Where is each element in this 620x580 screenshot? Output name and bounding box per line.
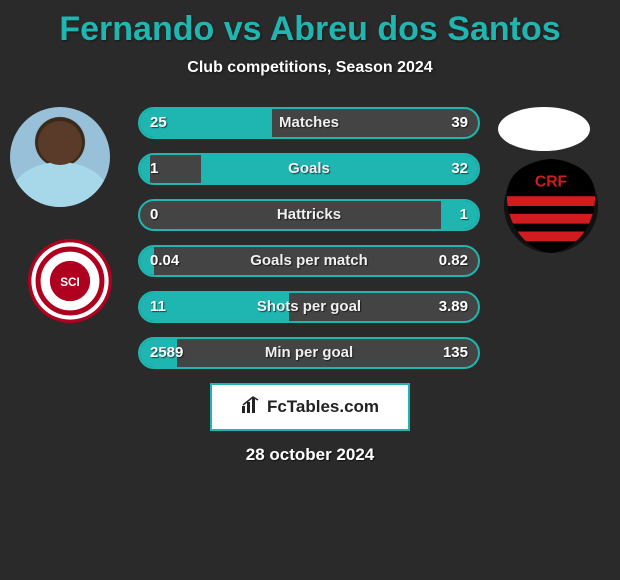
stat-row: 1Goals32 [138,153,480,185]
footer-brand-text: FcTables.com [267,397,379,417]
svg-text:CRF: CRF [535,173,567,190]
stat-row: 2589Min per goal135 [138,337,480,369]
chart-icon [241,396,261,419]
stat-value-right: 32 [451,155,468,183]
footer-date: 28 october 2024 [0,445,620,465]
stat-label: Hattricks [140,201,478,229]
stat-value-right: 1 [460,201,468,229]
stat-row: 25Matches39 [138,107,480,139]
stat-value-right: 135 [443,339,468,367]
svg-text:SCI: SCI [60,276,80,289]
footer-brand-badge: FcTables.com [210,383,410,431]
stat-label: Goals [140,155,478,183]
player-left-avatar [10,107,110,207]
stat-label: Min per goal [140,339,478,367]
stat-row: 0Hattricks1 [138,199,480,231]
stat-row: 11Shots per goal3.89 [138,291,480,323]
stat-label: Matches [140,109,478,137]
stat-value-right: 39 [451,109,468,137]
club-left-badge: SCI [28,239,112,323]
stat-label: Shots per goal [140,293,478,321]
comparison-panel: SCI CRF 25Matches391Goals320Hattricks10.… [0,107,620,465]
club-right-badge: CRF [502,157,600,255]
stat-row: 0.04Goals per match0.82 [138,245,480,277]
page-title: Fernando vs Abreu dos Santos [0,0,620,49]
page-subtitle: Club competitions, Season 2024 [0,59,620,77]
stat-value-right: 3.89 [439,293,468,321]
stat-bars: 25Matches391Goals320Hattricks10.04Goals … [138,107,480,369]
stat-value-right: 0.82 [439,247,468,275]
player-right-avatar [498,107,590,151]
stat-label: Goals per match [140,247,478,275]
